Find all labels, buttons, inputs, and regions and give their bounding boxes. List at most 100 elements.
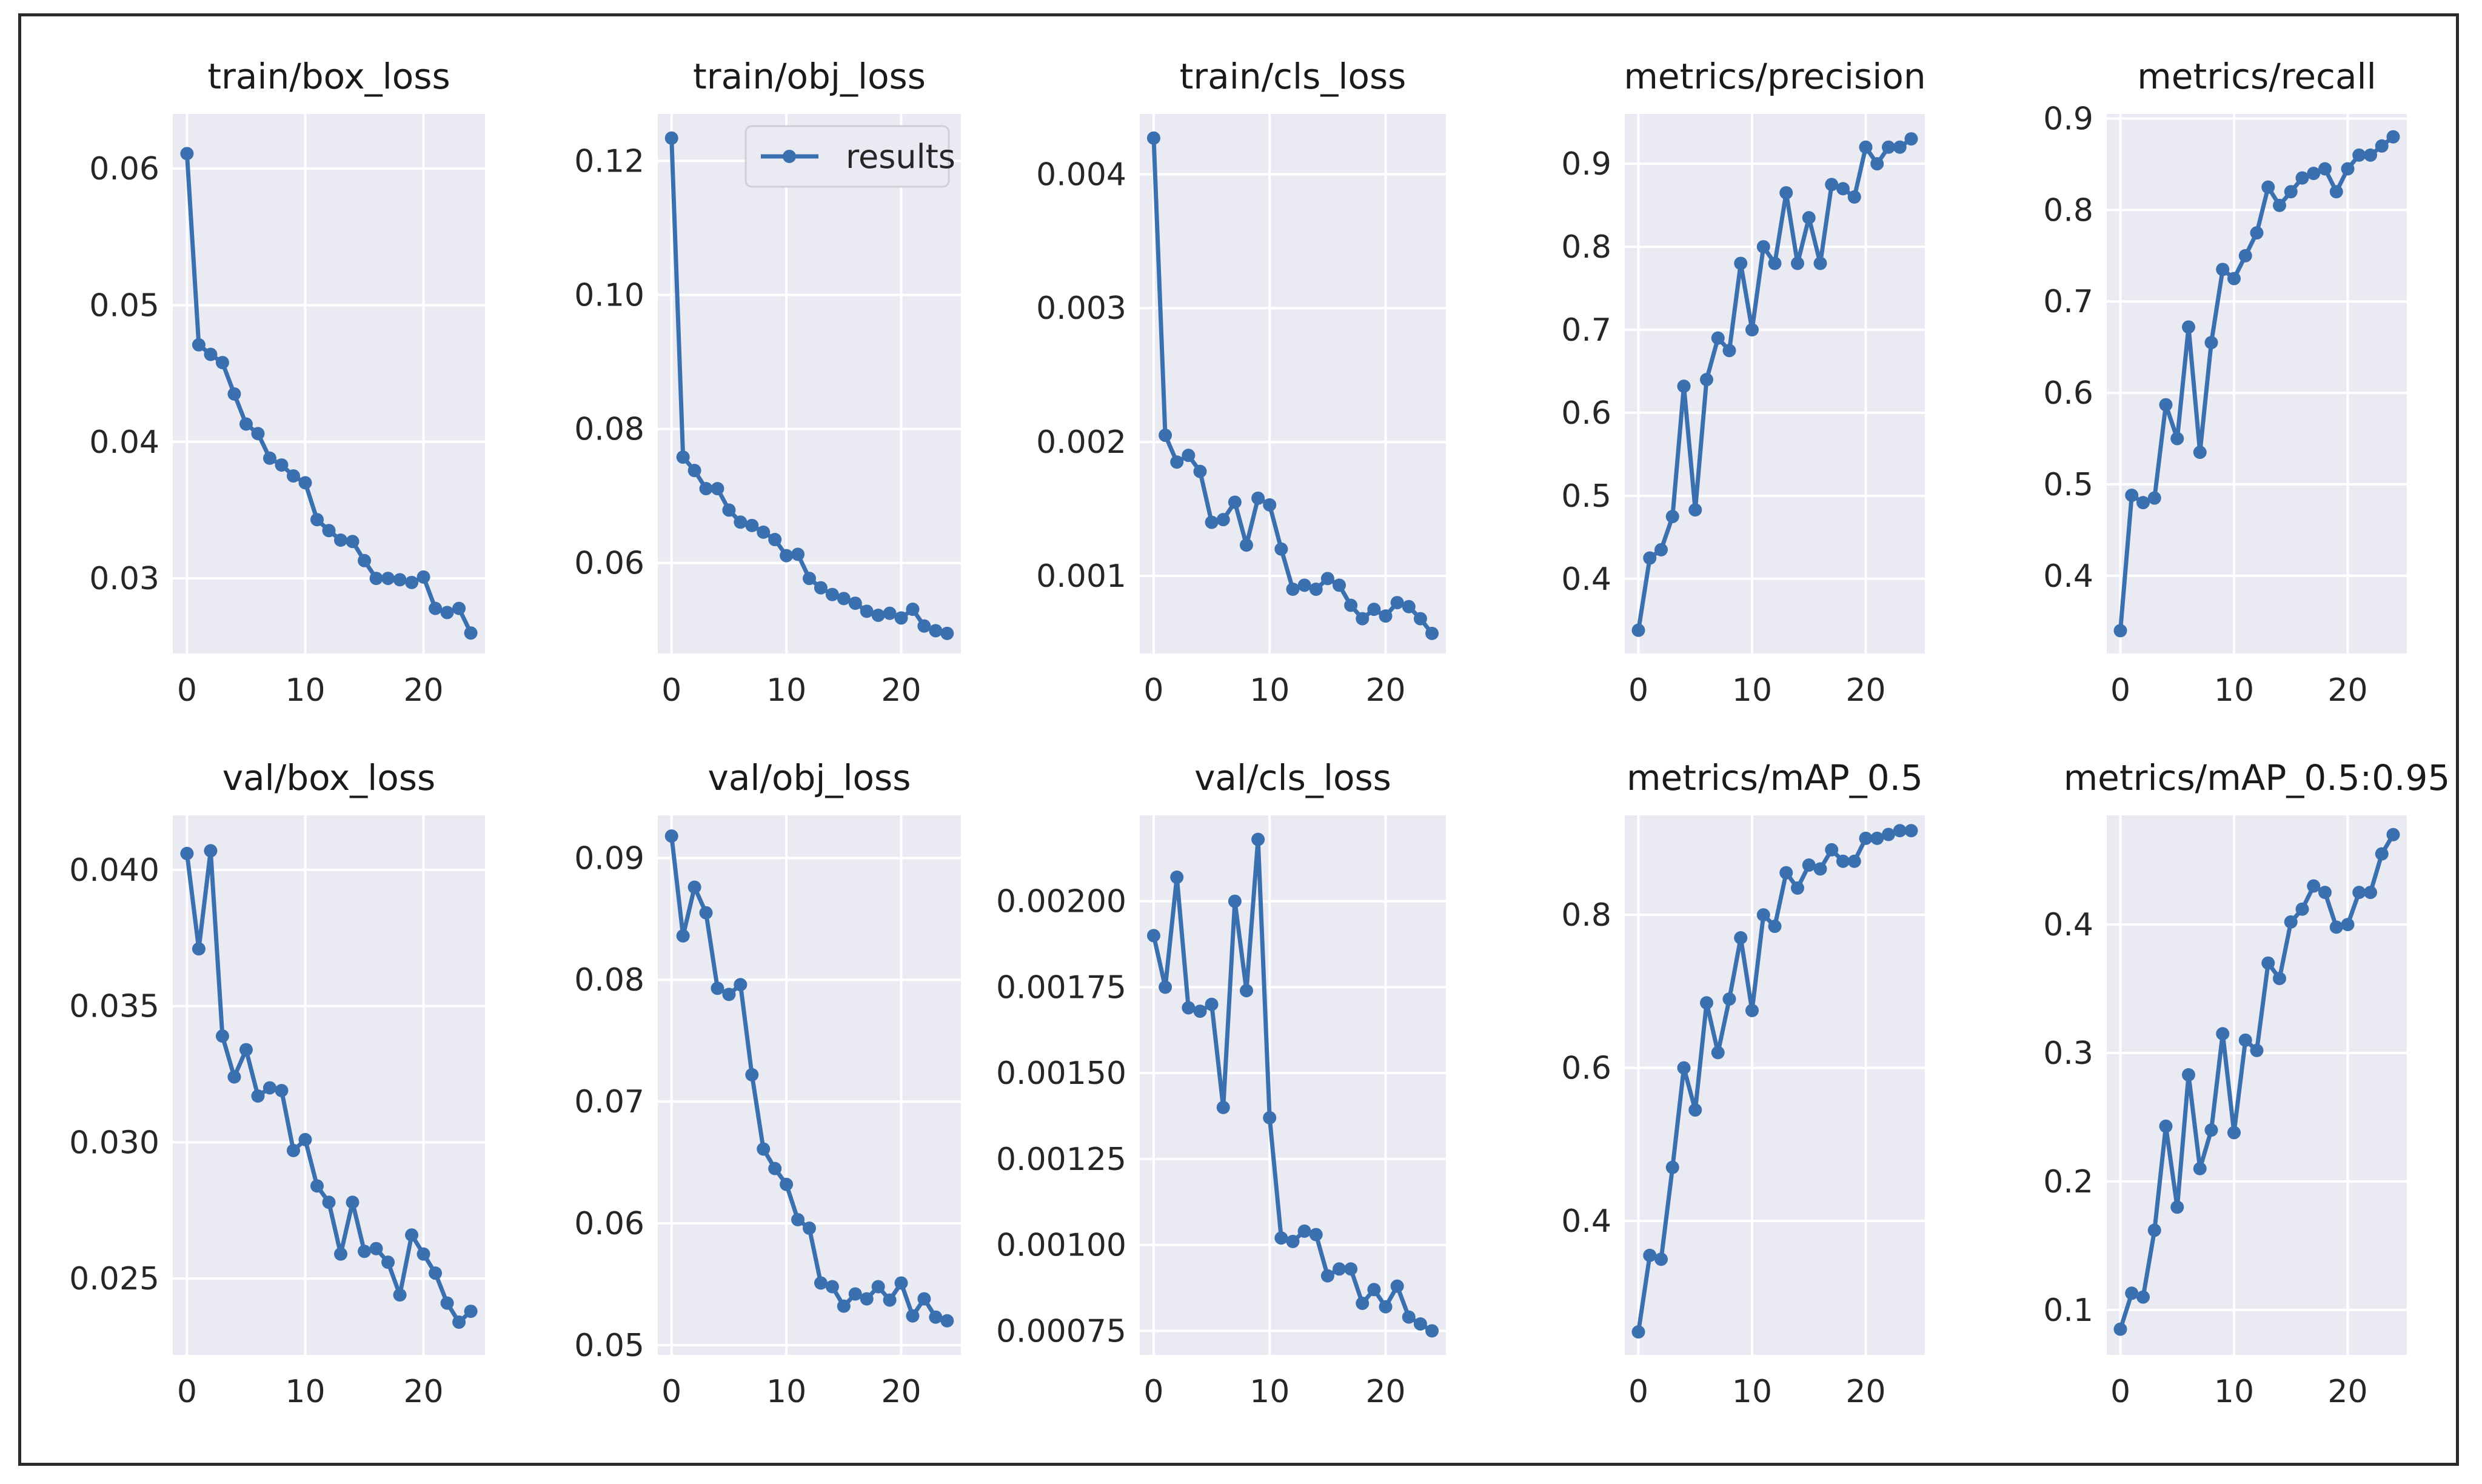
y-tick-label: 0.09 bbox=[574, 840, 644, 877]
y-tick-label: 0.8 bbox=[1561, 229, 1611, 266]
data-point bbox=[405, 575, 419, 589]
data-point bbox=[745, 1068, 759, 1081]
y-tick-label: 0.00075 bbox=[996, 1313, 1126, 1349]
x-tick-label: 20 bbox=[881, 1374, 921, 1410]
data-point bbox=[814, 1276, 828, 1290]
data-point bbox=[1700, 373, 1713, 387]
data-point bbox=[204, 844, 218, 858]
x-tick-label: 20 bbox=[1845, 672, 1885, 709]
data-point bbox=[429, 1266, 443, 1280]
data-point bbox=[1159, 429, 1172, 443]
data-point bbox=[917, 619, 931, 633]
data-point bbox=[2193, 446, 2207, 460]
y-tick-label: 0.00200 bbox=[996, 884, 1126, 920]
data-point bbox=[848, 597, 862, 610]
data-point bbox=[440, 1296, 454, 1310]
data-point bbox=[1802, 858, 1816, 872]
data-point bbox=[757, 1142, 771, 1156]
x-tick-label: 10 bbox=[2214, 672, 2254, 709]
subplot-title: val/cls_loss bbox=[1194, 757, 1391, 798]
data-point bbox=[1734, 256, 1748, 270]
data-point bbox=[1216, 1100, 1230, 1114]
y-tick-label: 0.040 bbox=[69, 852, 159, 889]
data-point bbox=[1768, 920, 1782, 934]
x-tick-label: 20 bbox=[1845, 1374, 1885, 1410]
data-point bbox=[275, 458, 289, 472]
data-point bbox=[860, 1292, 874, 1306]
data-point bbox=[1274, 1231, 1288, 1245]
data-point bbox=[2136, 1290, 2150, 1304]
legend-marker bbox=[783, 150, 796, 163]
data-point bbox=[2386, 827, 2400, 841]
data-point bbox=[298, 1132, 312, 1146]
data-point bbox=[1320, 1269, 1334, 1283]
data-point bbox=[334, 1247, 348, 1261]
data-point bbox=[1379, 609, 1393, 623]
data-point bbox=[1216, 513, 1230, 527]
x-tick-label: 20 bbox=[1365, 672, 1405, 709]
subplot-title: metrics/mAP_0.5:0.95 bbox=[2064, 757, 2450, 798]
data-point bbox=[464, 1305, 478, 1319]
data-point bbox=[2170, 1200, 2184, 1214]
data-point bbox=[814, 581, 828, 595]
data-point bbox=[1193, 464, 1207, 478]
data-point bbox=[1379, 1300, 1393, 1314]
y-tick-label: 0.12 bbox=[574, 143, 644, 179]
data-point bbox=[1425, 1324, 1439, 1338]
data-point bbox=[393, 1288, 407, 1302]
y-tick-label: 0.9 bbox=[1561, 146, 1611, 182]
data-point bbox=[803, 572, 816, 586]
y-tick-label: 0.8 bbox=[2043, 192, 2093, 229]
x-tick-label: 0 bbox=[2110, 672, 2130, 709]
data-point bbox=[192, 942, 206, 956]
x-tick-label: 10 bbox=[766, 1374, 806, 1410]
x-tick-label: 20 bbox=[403, 1374, 443, 1410]
data-point bbox=[780, 1177, 794, 1191]
data-point bbox=[734, 515, 748, 529]
data-point bbox=[1791, 881, 1804, 895]
x-tick-label: 10 bbox=[2214, 1374, 2254, 1410]
y-tick-label: 0.08 bbox=[574, 962, 644, 998]
data-point bbox=[416, 570, 430, 584]
data-point bbox=[699, 906, 713, 920]
subplot-val-box-loss: 0 10 20 0.025 0.030 0.035 0.040 val/box_loss bbox=[69, 757, 485, 1410]
x-tick-label: 0 bbox=[661, 672, 681, 709]
data-point bbox=[1402, 600, 1416, 613]
data-point bbox=[2273, 972, 2286, 986]
data-point bbox=[2375, 139, 2389, 153]
data-point bbox=[1228, 894, 1242, 908]
subplot-train-obj-loss: 0 10 20 0.06 0.08 0.10 0.12 train/obj_lossresul… bbox=[574, 56, 961, 709]
data-point bbox=[768, 1161, 782, 1175]
y-tick-label: 0.9 bbox=[2043, 101, 2093, 138]
data-point bbox=[1320, 572, 1334, 586]
data-point bbox=[1688, 1103, 1702, 1117]
y-tick-label: 0.8 bbox=[1561, 897, 1611, 934]
data-point bbox=[906, 1309, 920, 1323]
y-tick-label: 0.1 bbox=[2043, 1292, 2093, 1329]
data-point bbox=[1904, 132, 1918, 146]
data-point bbox=[239, 1043, 253, 1057]
data-point bbox=[381, 1255, 395, 1269]
data-point bbox=[263, 451, 276, 465]
subplot-metrics-mAP-0-5-0-95: 0 10 20 0.1 0.2 0.3 0.4 metrics/mAP_0.5:0.95 bbox=[2043, 757, 2450, 1410]
data-point bbox=[2386, 130, 2400, 144]
plot-area bbox=[173, 114, 485, 653]
data-point bbox=[1239, 984, 1253, 998]
x-tick-label: 0 bbox=[661, 1374, 681, 1410]
data-point bbox=[346, 535, 360, 549]
x-tick-label: 0 bbox=[1143, 1374, 1163, 1410]
y-tick-label: 0.3 bbox=[2043, 1035, 2093, 1072]
data-point bbox=[1722, 344, 1736, 358]
data-point bbox=[871, 608, 885, 622]
data-point bbox=[286, 469, 300, 483]
data-point bbox=[1239, 538, 1253, 552]
data-point bbox=[929, 1310, 943, 1324]
data-point bbox=[1182, 449, 1196, 463]
x-tick-label: 10 bbox=[1732, 672, 1772, 709]
data-point bbox=[1882, 827, 1895, 841]
y-tick-label: 0.05 bbox=[89, 287, 159, 324]
data-point bbox=[2250, 226, 2264, 240]
data-point bbox=[2125, 489, 2139, 503]
subplot-title: metrics/mAP_0.5 bbox=[1627, 757, 1923, 798]
data-point bbox=[1425, 626, 1439, 640]
